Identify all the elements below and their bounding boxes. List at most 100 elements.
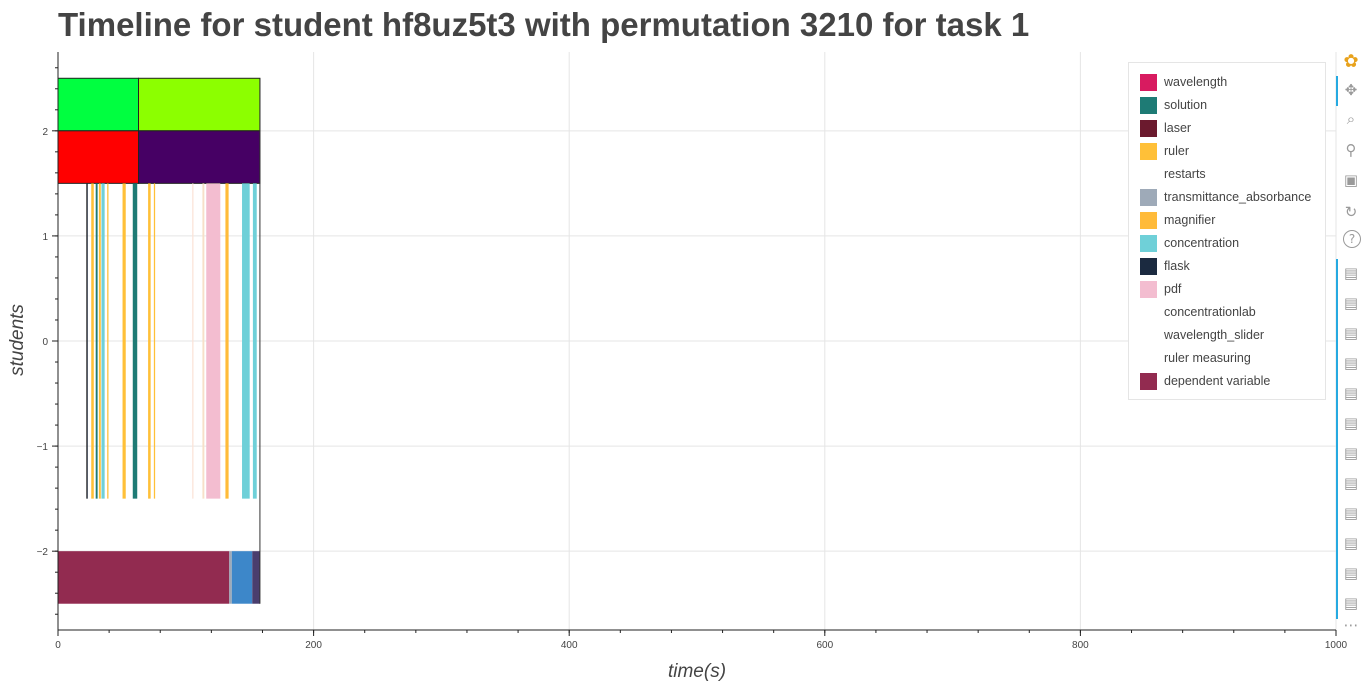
legend-label: pdf <box>1164 282 1182 296</box>
legend-item[interactable]: pdf <box>1140 280 1181 298</box>
timeline-bar <box>229 551 232 604</box>
toolbar: ✿ ✥ ⌕ ⚲ ▣ ↻? ▤ ▤ ▤ ▤ ▤ ▤ ▤ ▤ ▤ ▤ ▤ ▤ ⋯ <box>1336 44 1366 644</box>
hover-icon[interactable]: ▤ <box>1343 564 1359 582</box>
legend-swatch <box>1140 96 1157 114</box>
timeline-bar <box>252 183 257 499</box>
hover-icon[interactable]: ▤ <box>1343 444 1359 462</box>
timeline-bar <box>101 183 105 499</box>
legend-item[interactable]: solution <box>1140 96 1207 114</box>
legend-item[interactable]: laser <box>1140 119 1191 137</box>
x-tick-label: 800 <box>1072 640 1089 651</box>
legend-item[interactable]: ruler measuring <box>1140 349 1251 367</box>
timeline-bar <box>252 551 260 604</box>
wheel-zoom-icon[interactable]: ⚲ <box>1345 141 1357 159</box>
legend-swatch <box>1140 211 1157 229</box>
legend-swatch <box>1140 280 1157 298</box>
hover-icon[interactable]: ▤ <box>1343 534 1359 552</box>
bars <box>57 77 261 604</box>
more-icon[interactable]: ⋯ <box>1343 616 1359 634</box>
y-axis-label: students <box>7 304 28 376</box>
legend-label: restarts <box>1164 167 1206 181</box>
legend-item[interactable]: wavelength_slider <box>1140 326 1264 344</box>
hover-icon[interactable]: ▤ <box>1343 324 1359 342</box>
timeline-bar <box>148 183 151 499</box>
legend-label: wavelength_slider <box>1164 328 1265 342</box>
legend-item[interactable]: magnifier <box>1140 211 1215 229</box>
legend-swatch <box>1140 142 1157 160</box>
timeline-bar <box>153 183 156 499</box>
legend-item[interactable]: ruler <box>1140 142 1189 160</box>
timeline-bar <box>242 183 250 499</box>
timeline-bar <box>206 183 221 499</box>
legend-swatch <box>1140 234 1157 252</box>
hover-icon[interactable]: ▤ <box>1343 354 1359 372</box>
y-tick-label: −2 <box>37 547 49 558</box>
legend-label: concentration <box>1164 236 1240 250</box>
hover-icon[interactable]: ▤ <box>1343 594 1359 612</box>
timeline-bar <box>86 183 88 499</box>
legend-item[interactable]: concentrationlab <box>1140 303 1256 321</box>
chart-title: Timeline for student hf8uz5t3 with permu… <box>58 6 1030 43</box>
timeline-bar <box>225 183 229 499</box>
active-tool-indicator <box>1336 76 1338 106</box>
legend-swatch <box>1140 165 1157 183</box>
save-icon[interactable]: ▣ <box>1343 171 1359 189</box>
legend: wavelength solution laser ruler restarts tran… <box>1128 62 1326 400</box>
active-tool-indicator <box>1336 259 1338 619</box>
timeline-bar <box>138 130 261 184</box>
hover-icon[interactable]: ▤ <box>1343 504 1359 522</box>
timeline-bar <box>57 130 140 184</box>
axes: 0 200 400 600 800 1000 −2 −1 0 1 2 <box>37 52 1348 651</box>
y-tick-label: 2 <box>42 127 48 138</box>
timeline-bar <box>231 551 253 604</box>
reset-icon[interactable]: ↻ <box>1344 203 1358 221</box>
timeline-bar <box>107 183 109 499</box>
legend-label: ruler measuring <box>1164 351 1251 365</box>
hover-icon[interactable]: ▤ <box>1343 384 1359 402</box>
timeline-bar <box>192 183 194 499</box>
legend-label: concentrationlab <box>1164 305 1256 319</box>
hover-icon[interactable]: ▤ <box>1343 264 1359 282</box>
legend-swatch <box>1140 372 1157 390</box>
hover-icon[interactable]: ▤ <box>1343 414 1359 432</box>
legend-label: solution <box>1164 98 1208 112</box>
legend-item[interactable]: transmittance_absorbance <box>1140 188 1311 206</box>
timeline-bar <box>57 77 140 132</box>
legend-item[interactable]: concentration <box>1140 234 1239 252</box>
x-tick-label: 200 <box>305 640 322 651</box>
timeline-bar <box>202 183 205 499</box>
hover-icon[interactable]: ▤ <box>1343 474 1359 492</box>
pan-icon[interactable]: ✥ <box>1344 81 1358 99</box>
x-axis-label: time(s) <box>668 661 726 682</box>
legend-swatch <box>1140 326 1157 344</box>
legend-swatch <box>1140 257 1157 275</box>
box-zoom-icon[interactable]: ⌕ <box>1346 110 1356 128</box>
timeline-bar <box>95 183 98 499</box>
timeline-bar <box>122 183 126 499</box>
help-icon[interactable]: ? <box>1343 230 1361 248</box>
legend-swatch <box>1140 349 1157 367</box>
timeline-bar <box>138 77 261 132</box>
legend-label: flask <box>1164 259 1190 273</box>
x-tick-label: 400 <box>561 640 578 651</box>
legend-item[interactable]: wavelength <box>1140 73 1227 91</box>
x-tick-label: 600 <box>816 640 833 651</box>
legend-swatch <box>1140 188 1157 206</box>
y-tick-label: −1 <box>37 442 49 453</box>
legend-label: magnifier <box>1164 213 1216 227</box>
legend-label: dependent variable <box>1164 374 1271 388</box>
legend-label: laser <box>1164 121 1192 135</box>
timeline-bar <box>91 183 94 499</box>
legend-swatch <box>1140 73 1157 91</box>
legend-label: transmittance_absorbance <box>1164 190 1312 204</box>
legend-label: wavelength <box>1164 75 1228 89</box>
legend-item[interactable]: flask <box>1140 257 1190 275</box>
hover-icon[interactable]: ▤ <box>1343 294 1359 312</box>
grid <box>57 52 1337 630</box>
legend-item[interactable]: restarts <box>1140 165 1206 183</box>
legend-item[interactable]: dependent variable <box>1140 372 1270 390</box>
legend-swatch <box>1140 303 1157 321</box>
bokeh-logo-icon: ✿ <box>1343 50 1359 72</box>
timeline-bar <box>98 183 101 499</box>
